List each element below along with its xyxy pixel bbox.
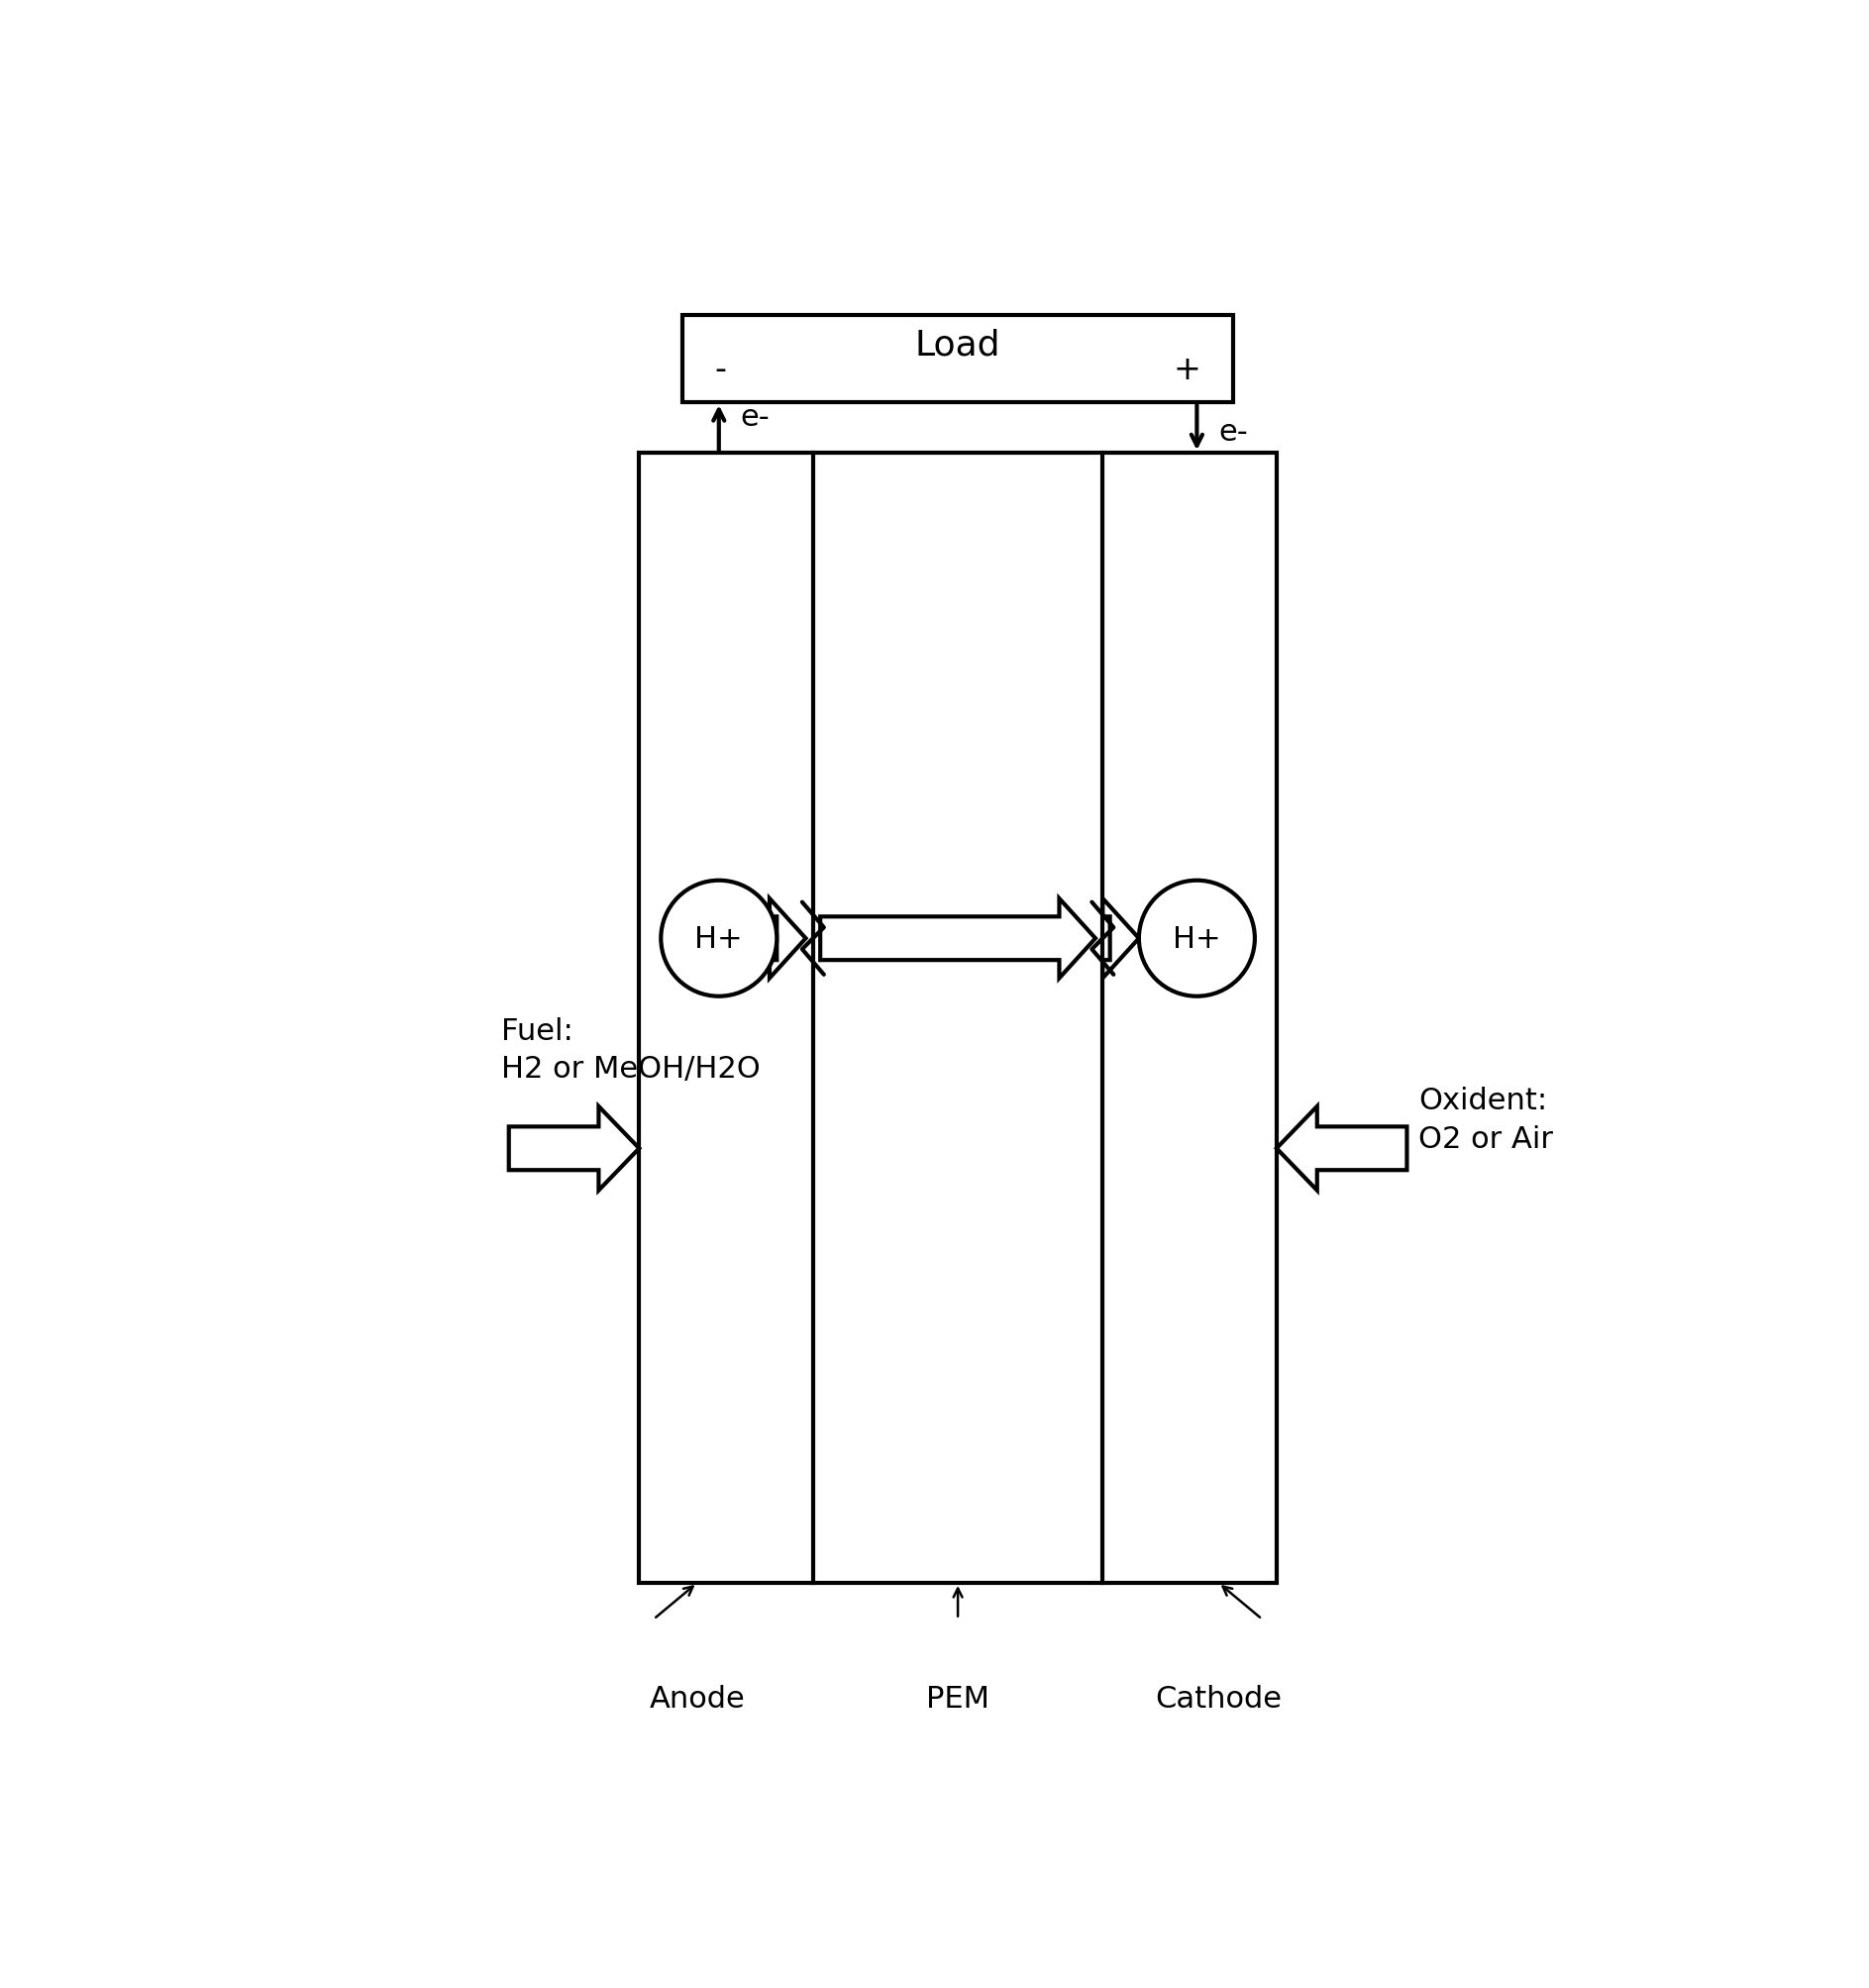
Polygon shape: [1277, 1107, 1407, 1191]
Text: e-: e-: [1219, 417, 1248, 447]
Text: Oxident:
O2 or Air: Oxident: O2 or Air: [1419, 1087, 1553, 1153]
Text: Fuel:
H2 or MeOH/H2O: Fuel: H2 or MeOH/H2O: [501, 1018, 761, 1083]
Text: PEM: PEM: [927, 1684, 989, 1714]
Text: H+: H+: [695, 924, 744, 952]
Bar: [639, 453, 1277, 1582]
Polygon shape: [1103, 899, 1138, 978]
Polygon shape: [820, 899, 1095, 978]
Bar: [682, 316, 1234, 404]
Text: Load: Load: [916, 328, 1000, 362]
Text: +: +: [1174, 354, 1202, 386]
Polygon shape: [770, 899, 806, 978]
Circle shape: [662, 881, 778, 996]
Text: e-: e-: [740, 404, 770, 431]
Text: H+: H+: [1172, 924, 1220, 952]
Circle shape: [1138, 881, 1254, 996]
Text: Cathode: Cathode: [1155, 1684, 1282, 1714]
Text: Anode: Anode: [649, 1684, 746, 1714]
Polygon shape: [508, 1107, 639, 1191]
Text: -: -: [714, 354, 727, 386]
